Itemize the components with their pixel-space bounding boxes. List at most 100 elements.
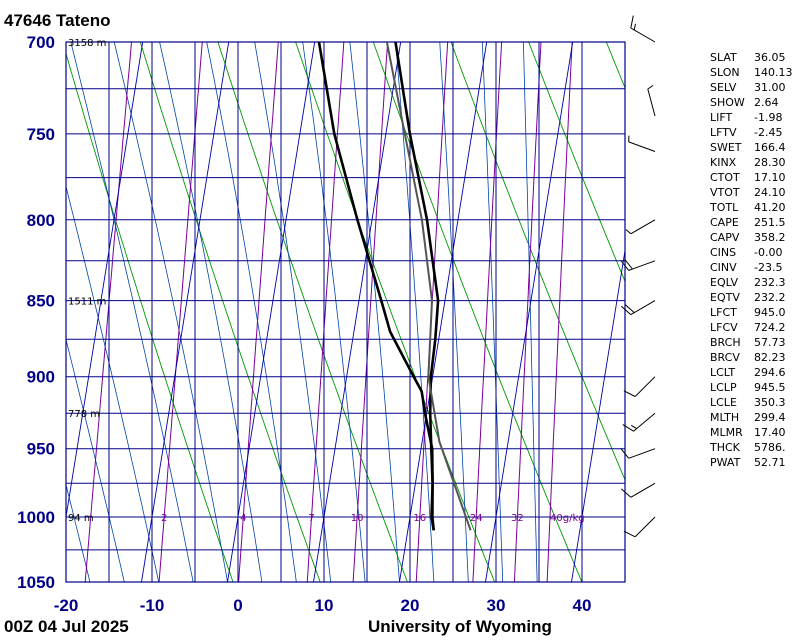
pressure-tick-label: 900 bbox=[27, 368, 55, 387]
index-value: 57.73 bbox=[754, 336, 786, 349]
temperature-tick-label: 20 bbox=[401, 596, 420, 615]
index-name: BRCH bbox=[710, 336, 741, 349]
height-label: 1511 m bbox=[68, 297, 106, 308]
mixing-ratio-label: 7 bbox=[308, 513, 314, 524]
pressure-tick-label: 800 bbox=[27, 211, 55, 230]
index-row: LFTV -2.45 bbox=[710, 125, 793, 140]
moist-adiabat bbox=[254, 42, 332, 582]
index-value: 724.2 bbox=[754, 321, 786, 334]
mixing-ratio-label: 40g/kg bbox=[550, 513, 585, 524]
pressure-tick-label: 1050 bbox=[17, 573, 55, 592]
moist-adiabat bbox=[66, 337, 125, 582]
moist-adiabat bbox=[66, 483, 91, 582]
index-value: 17.10 bbox=[754, 171, 786, 184]
plot-frame bbox=[65, 41, 626, 583]
index-value: -2.45 bbox=[754, 126, 783, 139]
index-row: LCLP 945.5 bbox=[710, 380, 793, 395]
wind-barb-flag bbox=[622, 424, 634, 432]
isotherm bbox=[313, 42, 402, 582]
index-name: LIFT bbox=[710, 111, 733, 124]
wind-barb-staff bbox=[630, 482, 656, 498]
mixing-ratio-label: 32 bbox=[511, 513, 524, 524]
moist-adiabat bbox=[439, 42, 469, 582]
wind-barb bbox=[620, 482, 656, 498]
index-value: 24.10 bbox=[754, 186, 786, 199]
index-name: SLON bbox=[710, 66, 740, 79]
moist-adiabat bbox=[0, 42, 56, 582]
index-row: PWAT 52.71 bbox=[710, 455, 793, 470]
wind-barb-staff bbox=[628, 141, 656, 152]
parcel-profile bbox=[385, 42, 472, 531]
index-name: PWAT bbox=[710, 456, 741, 469]
mixing-ratio-line bbox=[472, 42, 503, 582]
wind-barb-flag bbox=[620, 305, 632, 315]
wind-barb-staff bbox=[633, 412, 656, 432]
wind-barb-staff bbox=[630, 300, 656, 316]
index-name: CINS bbox=[710, 246, 737, 259]
pressure-tick-label: 850 bbox=[27, 292, 55, 311]
index-value: 945.5 bbox=[754, 381, 786, 394]
index-name: VTOT bbox=[710, 186, 740, 199]
index-name: KINX bbox=[710, 156, 737, 169]
isotherm bbox=[227, 42, 316, 582]
wind-barb-flag bbox=[630, 15, 634, 29]
index-value: 82.23 bbox=[754, 351, 786, 364]
index-value: 17.40 bbox=[754, 426, 786, 439]
index-name: SELV bbox=[710, 81, 737, 94]
height-label: 3158 m bbox=[68, 38, 106, 49]
index-row: LCLE 350.3 bbox=[710, 395, 793, 410]
stability-indices-table: SLAT 36.05 SLON 140.13 SELV 31.00 SHOW 2.64 LIFT… bbox=[710, 50, 793, 470]
wind-barb-half-flag bbox=[625, 229, 632, 235]
isotherm bbox=[485, 42, 574, 582]
temperature-tick-label: 0 bbox=[233, 596, 242, 615]
moist-adiabat bbox=[70, 42, 194, 582]
wind-barb-flag bbox=[624, 258, 633, 270]
index-row: MLTH 299.4 bbox=[710, 410, 793, 425]
mixing-ratio-label: 24 bbox=[470, 513, 483, 524]
index-value: 232.2 bbox=[754, 291, 786, 304]
moist-adiabat bbox=[481, 42, 504, 582]
height-label: 778 m bbox=[68, 409, 100, 420]
index-name: SWET bbox=[710, 141, 742, 154]
mixing-ratio-label: 16 bbox=[413, 513, 426, 524]
index-name: THCK bbox=[710, 441, 740, 454]
dry-adiabat bbox=[139, 42, 321, 582]
index-row: BRCV 82.23 bbox=[710, 350, 793, 365]
index-name: LFCT bbox=[710, 306, 737, 319]
index-name: MLMR bbox=[710, 426, 743, 439]
wind-barb bbox=[623, 376, 656, 397]
index-row: LFCT 945.0 bbox=[710, 305, 793, 320]
index-row: SWET 166.4 bbox=[710, 140, 793, 155]
mixing-ratio-line bbox=[0, 42, 45, 582]
mixing-ratio-label: 4 bbox=[240, 513, 246, 524]
index-name: SHOW bbox=[710, 96, 745, 109]
index-name: EQTV bbox=[710, 291, 740, 304]
index-row: KINX 28.30 bbox=[710, 155, 793, 170]
wind-barb bbox=[620, 258, 656, 271]
wind-barb-half-flag bbox=[633, 23, 636, 31]
moist-adiabat bbox=[522, 42, 538, 582]
index-value: 41.20 bbox=[754, 201, 786, 214]
index-value: -0.00 bbox=[754, 246, 783, 259]
dewpoint-profile bbox=[317, 42, 435, 531]
index-name: LFCV bbox=[710, 321, 738, 334]
index-value: 294.6 bbox=[754, 366, 786, 379]
wind-barb-half-flag bbox=[630, 424, 637, 430]
index-value: 251.5 bbox=[754, 216, 786, 229]
pressure-tick-label: 750 bbox=[27, 125, 55, 144]
index-row: CAPV 358.2 bbox=[710, 230, 793, 245]
moist-adiabat bbox=[206, 42, 297, 582]
dry-adiabat bbox=[528, 42, 625, 283]
observation-time: 00Z 04 Jul 2025 bbox=[4, 617, 129, 636]
index-row: SLON 140.13 bbox=[710, 65, 793, 80]
temperature-tick-label: 40 bbox=[573, 596, 592, 615]
temperature-tick-label: -10 bbox=[140, 596, 165, 615]
index-name: SLAT bbox=[710, 51, 737, 64]
moist-adiabat bbox=[395, 42, 435, 582]
index-name: MLTH bbox=[710, 411, 740, 424]
mixing-ratio-label: 10 bbox=[351, 513, 364, 524]
index-row: THCK 5786. bbox=[710, 440, 793, 455]
mixing-ratio-line bbox=[84, 42, 132, 582]
index-row: CINV -23.5 bbox=[710, 260, 793, 275]
